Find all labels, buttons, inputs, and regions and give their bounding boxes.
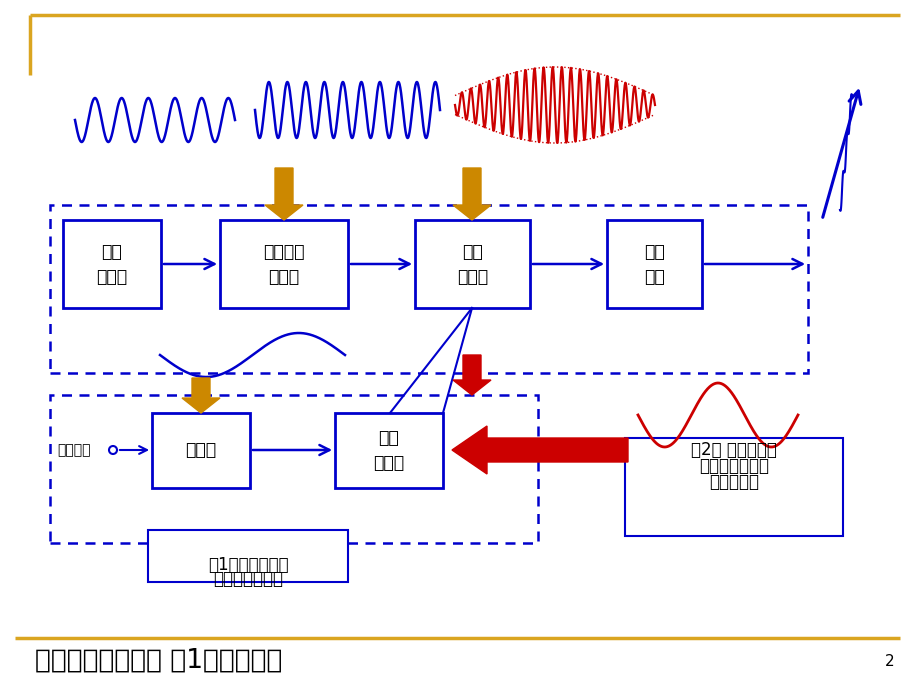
Text: （1）低频部分：: （1）低频部分： xyxy=(208,556,288,574)
Bar xyxy=(62,220,161,308)
Bar xyxy=(148,530,347,582)
Text: 信息变换与放大: 信息变换与放大 xyxy=(213,570,283,588)
Bar xyxy=(414,220,529,308)
Bar xyxy=(220,220,347,308)
Bar xyxy=(335,413,443,488)
Polygon shape xyxy=(265,168,302,220)
Polygon shape xyxy=(452,355,491,395)
Bar xyxy=(50,395,538,543)
Polygon shape xyxy=(182,378,220,413)
Text: 换能器: 换能器 xyxy=(186,442,216,460)
Text: 低频
放大器: 低频 放大器 xyxy=(373,429,404,472)
Bar xyxy=(624,438,842,536)
Text: 2: 2 xyxy=(884,653,894,669)
Text: 放大、调制: 放大、调制 xyxy=(709,473,758,491)
Text: （2） 高频部分：: （2） 高频部分： xyxy=(690,441,776,459)
Text: 高频
振荚器: 高频 振荚器 xyxy=(96,242,128,286)
Text: 振幅
调制器: 振幅 调制器 xyxy=(457,242,488,286)
Polygon shape xyxy=(451,426,628,474)
Text: 原始信息: 原始信息 xyxy=(57,443,90,457)
Text: 无线模拟通信系统 （1）发送设备: 无线模拟通信系统 （1）发送设备 xyxy=(35,648,282,674)
Text: 高频谐振
放大器: 高频谐振 放大器 xyxy=(263,242,304,286)
Bar xyxy=(152,413,250,488)
Text: 高频信号产生、: 高频信号产生、 xyxy=(698,457,768,475)
Polygon shape xyxy=(452,168,491,220)
Text: 高频
功放: 高频 功放 xyxy=(643,242,664,286)
Bar xyxy=(607,220,701,308)
Bar xyxy=(50,205,807,373)
